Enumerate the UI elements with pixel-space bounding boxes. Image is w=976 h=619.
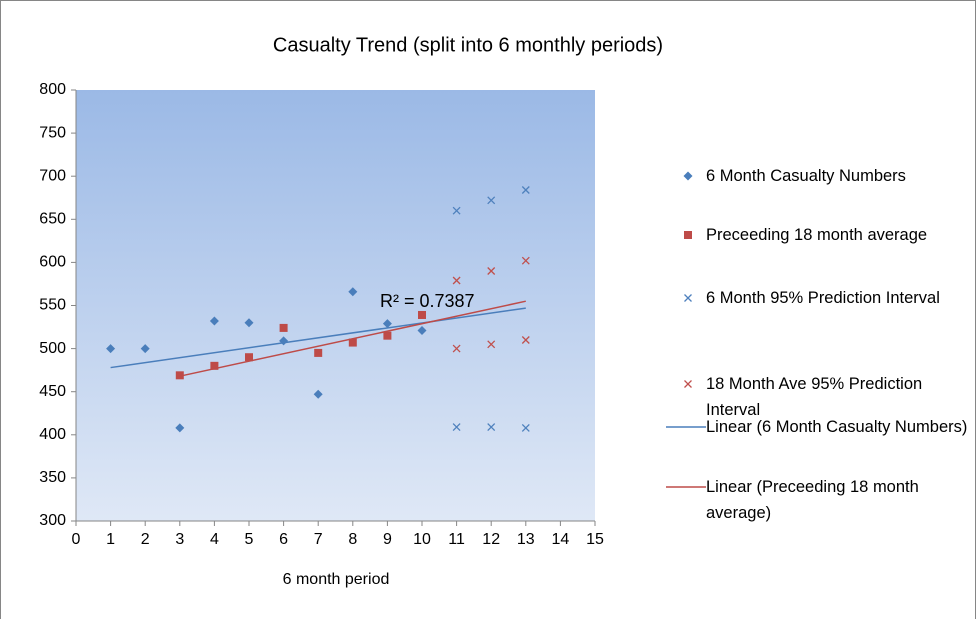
data-point xyxy=(418,310,426,319)
chart-title: Casualty Trend (split into 6 monthly per… xyxy=(273,34,663,56)
y-tick-label: 550 xyxy=(39,297,66,314)
data-point xyxy=(521,256,530,265)
y-tick-label: 700 xyxy=(39,167,66,184)
data-point xyxy=(452,423,461,432)
data-point xyxy=(313,389,323,399)
data-point xyxy=(452,276,461,285)
data-point xyxy=(348,287,358,297)
y-tick-label: 750 xyxy=(39,124,66,141)
x-tick-label: 7 xyxy=(314,531,323,548)
data-point xyxy=(314,348,323,357)
data-point xyxy=(452,344,461,353)
x-axis-label: 6 month period xyxy=(283,571,390,588)
x-tick-label: 8 xyxy=(348,531,357,548)
y-tick-label: 300 xyxy=(39,512,66,529)
trend-line xyxy=(110,307,526,369)
x-tick-label: 1 xyxy=(106,531,115,548)
data-point xyxy=(175,371,184,380)
plot-area xyxy=(76,90,595,521)
legend-label: 6 Month Casualty Numbers xyxy=(706,167,906,185)
data-point xyxy=(348,338,357,347)
x-tick-label: 9 xyxy=(383,531,392,548)
trend-line xyxy=(179,300,526,377)
data-point xyxy=(521,423,530,432)
data-point xyxy=(417,325,427,335)
data-point xyxy=(106,344,116,354)
y-tick-label: 600 xyxy=(39,254,66,271)
legend-label: Linear (Preceeding 18 month average) xyxy=(706,478,919,522)
annotation: R² = 0.7387 xyxy=(380,291,475,311)
legend-marker xyxy=(684,294,692,302)
y-tick-label: 500 xyxy=(39,340,66,357)
legend-label: Preceeding 18 month average xyxy=(706,226,928,244)
x-tick-label: 13 xyxy=(517,531,535,548)
data-point xyxy=(487,340,496,349)
x-tick-label: 5 xyxy=(245,531,254,548)
x-tick-label: 4 xyxy=(210,531,219,548)
y-tick-label: 450 xyxy=(39,383,66,400)
legend-label: Linear (6 Month Casualty Numbers) xyxy=(706,418,968,436)
data-point xyxy=(245,353,253,362)
x-tick-label: 10 xyxy=(413,531,431,548)
y-tick-label: 800 xyxy=(39,81,66,98)
data-point xyxy=(210,361,219,370)
y-tick-label: 350 xyxy=(39,469,66,486)
data-point xyxy=(487,196,496,205)
data-point xyxy=(382,319,392,329)
x-tick-label: 15 xyxy=(586,531,604,548)
data-point xyxy=(279,323,288,332)
x-tick-label: 14 xyxy=(552,531,570,548)
data-point xyxy=(244,318,254,328)
data-point xyxy=(140,344,150,354)
x-tick-label: 2 xyxy=(141,531,150,548)
data-point xyxy=(452,206,461,215)
legend-marker xyxy=(684,380,692,388)
data-point xyxy=(175,423,185,433)
data-point xyxy=(487,423,496,432)
legend-marker xyxy=(683,171,693,181)
x-tick-label: 6 xyxy=(279,531,288,548)
x-tick-label: 0 xyxy=(72,531,81,548)
data-point xyxy=(521,186,530,194)
x-tick-label: 11 xyxy=(448,531,465,548)
x-tick-label: 3 xyxy=(175,531,184,548)
data-point xyxy=(383,331,392,340)
data-point xyxy=(521,336,530,344)
data-point xyxy=(487,267,496,275)
data-point xyxy=(209,316,219,326)
legend-label: 18 Month Ave 95% Prediction Interval xyxy=(706,375,923,419)
y-tick-label: 650 xyxy=(39,211,66,228)
legend-marker xyxy=(684,231,692,239)
y-tick-label: 400 xyxy=(39,426,66,443)
legend-label: 6 Month 95% Prediction Interval xyxy=(706,289,940,307)
x-tick-label: 12 xyxy=(482,531,500,548)
